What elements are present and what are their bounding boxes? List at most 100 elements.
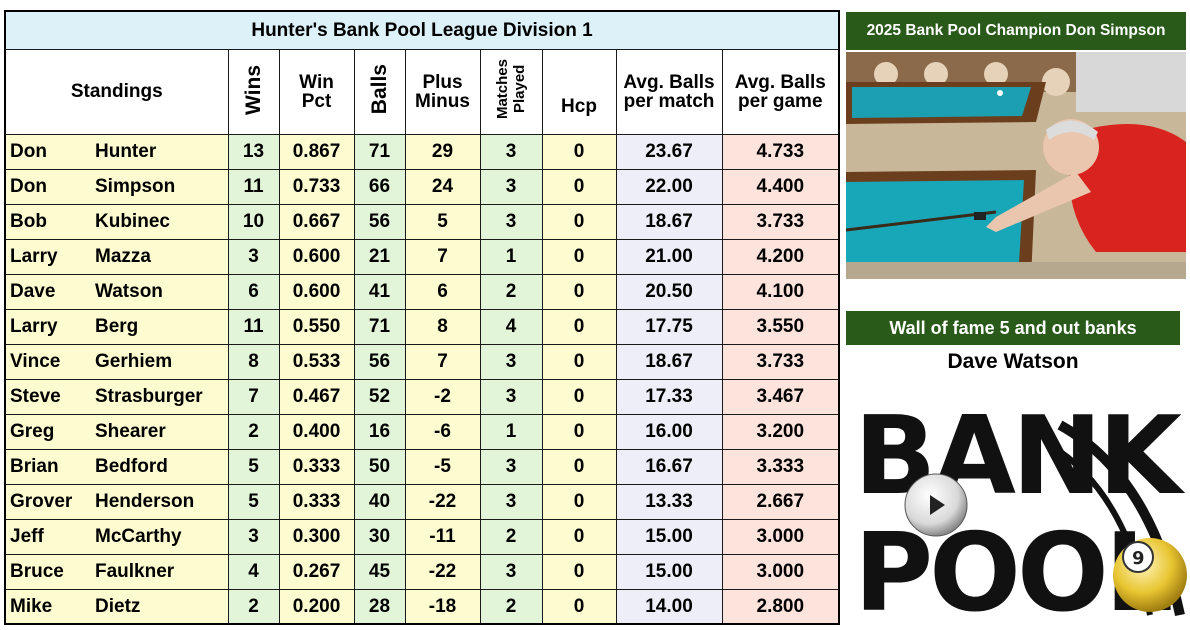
wins-value: 5 <box>227 448 280 485</box>
avg-balls-match-value: 18.67 <box>615 203 723 240</box>
balls-value: 56 <box>353 343 406 380</box>
avg-balls-match-value: 20.50 <box>615 273 723 310</box>
win-pct-value: 0.733 <box>278 168 355 205</box>
wins-value: 11 <box>227 168 280 205</box>
avg-balls-game-value: 4.200 <box>721 238 840 275</box>
matches-played-value: 3 <box>479 553 543 590</box>
balls-value: 45 <box>353 553 406 590</box>
table-body: Don Hunter 13 0.867 71 29 3 0 23.67 4.733 Don Simp… <box>4 133 840 625</box>
win-pct-value: 0.333 <box>278 483 355 520</box>
plus-minus-value: 24 <box>404 168 481 205</box>
last-name: Kubinec <box>95 203 229 240</box>
avg-balls-game-value: 4.733 <box>721 133 840 170</box>
win-pct-value: 0.600 <box>278 273 355 310</box>
avg-balls-game-value: 4.400 <box>721 168 840 205</box>
table-row: Jeff McCarthy 3 0.300 30 -11 2 0 15.00 3.000 <box>4 518 840 555</box>
bank-pool-logo: BANK POOL 9 <box>850 394 1190 630</box>
table-row: Vince Gerhiem 8 0.533 56 7 3 0 18.67 3.733 <box>4 343 840 380</box>
avg-balls-match-value: 23.67 <box>615 133 723 170</box>
last-name: Watson <box>95 273 229 310</box>
win-pct-value: 0.300 <box>278 518 355 555</box>
wins-value: 7 <box>227 378 280 415</box>
header-hcp: Hcp <box>541 48 617 135</box>
last-name: Mazza <box>95 238 229 275</box>
wins-value: 2 <box>227 588 280 625</box>
balls-value: 28 <box>353 588 406 625</box>
table-row: Larry Berg 11 0.550 71 8 4 0 17.75 3.550 <box>4 308 840 345</box>
hcp-value: 0 <box>541 448 617 485</box>
hcp-value: 0 <box>541 588 617 625</box>
matches-played-value: 3 <box>479 133 543 170</box>
wins-value: 5 <box>227 483 280 520</box>
header-avg-balls-game: Avg. Balls per game <box>721 48 840 135</box>
wall-of-fame-name: Dave Watson <box>947 350 1079 373</box>
standings-table: Hunter's Bank Pool League Division 1 Sta… <box>4 10 841 625</box>
plus-minus-value: 8 <box>404 308 481 345</box>
plus-minus-value: -18 <box>404 588 481 625</box>
first-name: Jeff <box>4 518 95 555</box>
hcp-value: 0 <box>541 168 617 205</box>
last-name: Dietz <box>95 588 229 625</box>
champion-photo <box>846 52 1186 279</box>
win-pct-value: 0.533 <box>278 343 355 380</box>
matches-played-value: 3 <box>479 168 543 205</box>
last-name: Faulkner <box>95 553 229 590</box>
avg-balls-game-value: 3.733 <box>721 343 840 380</box>
header-plus-minus: Plus Minus <box>404 48 481 135</box>
avg-balls-match-value: 16.67 <box>615 448 723 485</box>
table-row: Greg Shearer 2 0.400 16 -6 1 0 16.00 3.200 <box>4 413 840 450</box>
first-name: Dave <box>4 273 95 310</box>
plus-minus-value: -2 <box>404 378 481 415</box>
win-pct-value: 0.867 <box>278 133 355 170</box>
avg-balls-game-value: 2.800 <box>721 588 840 625</box>
win-pct-value: 0.600 <box>278 238 355 275</box>
first-name: Don <box>4 168 95 205</box>
balls-value: 21 <box>353 238 406 275</box>
avg-balls-match-value: 17.33 <box>615 378 723 415</box>
table-row: Bruce Faulkner 4 0.267 45 -22 3 0 15.00 3.000 <box>4 553 840 590</box>
matches-played-value: 1 <box>479 413 543 450</box>
header-matches-played: Matches Played <box>479 48 543 135</box>
avg-balls-match-value: 14.00 <box>615 588 723 625</box>
plus-minus-value: -11 <box>404 518 481 555</box>
plus-minus-value: 5 <box>404 203 481 240</box>
last-name: Strasburger <box>95 378 229 415</box>
balls-value: 71 <box>353 308 406 345</box>
avg-balls-game-value: 3.000 <box>721 553 840 590</box>
plus-minus-value: -22 <box>404 553 481 590</box>
balls-value: 16 <box>353 413 406 450</box>
matches-played-value: 2 <box>479 588 543 625</box>
matches-played-value: 1 <box>479 238 543 275</box>
hcp-value: 0 <box>541 518 617 555</box>
first-name: Larry <box>4 238 95 275</box>
last-name: Shearer <box>95 413 229 450</box>
matches-played-value: 2 <box>479 273 543 310</box>
first-name: Larry <box>4 308 95 345</box>
plus-minus-value: 29 <box>404 133 481 170</box>
avg-balls-match-value: 18.67 <box>615 343 723 380</box>
balls-value: 56 <box>353 203 406 240</box>
balls-value: 30 <box>353 518 406 555</box>
avg-balls-game-value: 2.667 <box>721 483 840 520</box>
avg-balls-match-value: 22.00 <box>615 168 723 205</box>
hcp-value: 0 <box>541 378 617 415</box>
hcp-value: 0 <box>541 308 617 345</box>
plus-minus-value: 6 <box>404 273 481 310</box>
first-name: Grover <box>4 483 95 520</box>
hcp-value: 0 <box>541 238 617 275</box>
table-row: Grover Henderson 5 0.333 40 -22 3 0 13.33 2.667 <box>4 483 840 520</box>
first-name: Mike <box>4 588 95 625</box>
win-pct-value: 0.267 <box>278 553 355 590</box>
wins-value: 13 <box>227 133 280 170</box>
hcp-value: 0 <box>541 483 617 520</box>
wins-value: 4 <box>227 553 280 590</box>
wall-of-fame-banner: Wall of fame 5 and out banks <box>846 311 1180 345</box>
table-row: Don Simpson 11 0.733 66 24 3 0 22.00 4.400 <box>4 168 840 205</box>
plus-minus-value: 7 <box>404 238 481 275</box>
table-row: Steve Strasburger 7 0.467 52 -2 3 0 17.33 3.467 <box>4 378 840 415</box>
wins-value: 3 <box>227 518 280 555</box>
win-pct-value: 0.467 <box>278 378 355 415</box>
avg-balls-game-value: 3.550 <box>721 308 840 345</box>
avg-balls-match-value: 21.00 <box>615 238 723 275</box>
last-name: Henderson <box>95 483 229 520</box>
